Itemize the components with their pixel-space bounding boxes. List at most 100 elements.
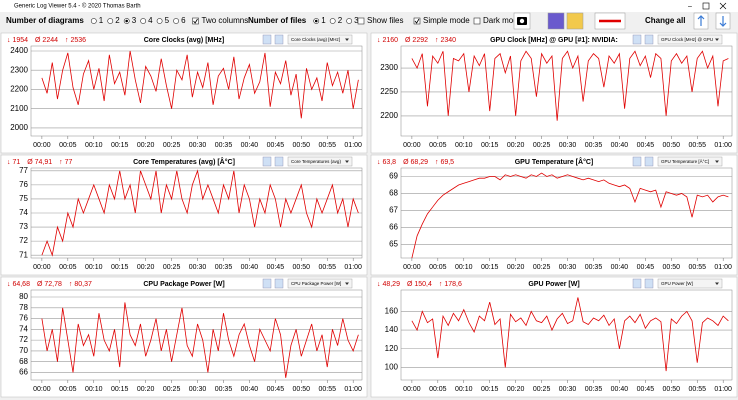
settings-button[interactable] [262, 156, 272, 167]
stat-label: ↓ 63,8 [377, 159, 396, 166]
x-tick-label: 00:30 [189, 264, 207, 271]
settings-button[interactable] [632, 34, 642, 45]
radio-button[interactable] [90, 18, 97, 24]
info-button[interactable] [274, 34, 284, 45]
x-tick-label: 00:30 [189, 386, 207, 393]
x-tick-label: 00:15 [481, 264, 499, 271]
data-line [41, 169, 359, 257]
chart-title: CPU Package Power [W] [143, 281, 224, 288]
radio-button[interactable] [346, 18, 353, 24]
checkbox[interactable] [192, 17, 199, 25]
y-tick-label: 2000 [10, 123, 28, 132]
data-line [41, 302, 359, 378]
chart-title: Core Temperatures (avg) [Â°C] [133, 157, 235, 166]
x-tick-label: 00:45 [637, 264, 655, 271]
x-tick-label: 00:00 [33, 386, 51, 393]
y-tick-label: 2300 [10, 65, 28, 74]
maximize-button[interactable] [702, 2, 710, 10]
radio-button[interactable] [329, 18, 336, 24]
x-tick-label: 00:55 [688, 264, 706, 271]
checkbox[interactable] [413, 17, 421, 25]
data-line [411, 297, 729, 372]
y-tick-label: 2100 [10, 104, 28, 113]
y-tick-label: 72 [19, 236, 28, 245]
radio-label: 1 [321, 16, 326, 25]
x-tick-label: 00:05 [429, 264, 447, 271]
dropdown-arrow [345, 160, 349, 163]
radio-button[interactable] [173, 18, 179, 24]
series-dropdown[interactable] [657, 278, 723, 289]
x-tick-label: 00:40 [241, 142, 259, 149]
info-button[interactable] [644, 34, 654, 45]
x-tick-label: 01:00 [714, 386, 732, 393]
x-tick-label: 00:30 [559, 264, 577, 271]
close-button[interactable] [719, 2, 727, 10]
up-arrow [697, 15, 705, 26]
data-line [411, 50, 729, 121]
series-dropdown[interactable] [657, 156, 723, 167]
x-tick-label: 00:20 [507, 142, 525, 149]
minimize-button[interactable]: – [688, 3, 692, 10]
y-tick-label: 2250 [380, 87, 398, 96]
x-tick-label: 00:10 [85, 264, 103, 271]
x-tick-label: 00:35 [215, 142, 233, 149]
x-tick-label: 00:35 [215, 386, 233, 393]
info-button[interactable] [274, 156, 284, 167]
folder-button[interactable] [566, 12, 584, 30]
checkbox[interactable] [473, 17, 481, 25]
x-tick-label: 00:05 [59, 264, 77, 271]
dropdown-arrow [345, 282, 349, 285]
y-tick-label: 76 [19, 314, 28, 323]
settings-button[interactable] [262, 278, 272, 289]
stat-label: Ø 74,91 [27, 159, 52, 166]
save-button[interactable] [547, 12, 565, 30]
series-dropdown-label: GPU Temperature [Â°C] [661, 158, 709, 164]
x-tick-label: 01:00 [714, 142, 732, 149]
y-tick-label: 70 [19, 346, 28, 355]
dropdown-arrow [345, 38, 349, 41]
x-tick-label: 00:40 [611, 264, 629, 271]
x-tick-label: 00:00 [33, 264, 51, 271]
x-tick-label: 00:35 [585, 386, 603, 393]
series-dropdown[interactable] [287, 34, 353, 45]
info-button[interactable] [644, 156, 654, 167]
radio-button[interactable] [140, 18, 147, 24]
x-tick-label: 00:00 [403, 142, 421, 149]
radio-button[interactable] [156, 18, 163, 24]
diagrams-label: Number of diagrams [6, 16, 84, 25]
two-columns-label: Two columns [202, 16, 249, 25]
y-tick-label: 66 [389, 223, 398, 232]
x-tick-label: 00:40 [611, 386, 629, 393]
series-dropdown[interactable] [287, 278, 353, 289]
radio-label: 4 [148, 16, 153, 25]
radio-button[interactable] [107, 18, 114, 24]
y-tick-label: 2400 [10, 46, 28, 55]
x-tick-label: 00:45 [637, 142, 655, 149]
series-dropdown[interactable] [657, 34, 723, 45]
settings-button[interactable] [262, 34, 272, 45]
y-tick-label: 77 [19, 166, 28, 175]
series-dropdown-label: GPU Power [W] [661, 281, 693, 286]
x-tick-label: 00:05 [59, 386, 77, 393]
stat-label: Ø 150,4 [407, 281, 432, 288]
stat-label: ↓ 71 [7, 159, 20, 166]
info-button[interactable] [644, 278, 654, 289]
x-tick-label: 00:05 [429, 142, 447, 149]
series-dropdown[interactable] [287, 156, 353, 167]
series-dropdown-label: Core Clocks (avg) [MHz] [291, 37, 340, 42]
x-tick-label: 00:10 [85, 386, 103, 393]
y-tick-label: 140 [385, 325, 399, 334]
chart-title: GPU Temperature [Â°C] [515, 157, 594, 166]
x-tick-label: 00:45 [637, 386, 655, 393]
x-tick-label: 00:05 [59, 142, 77, 149]
settings-button[interactable] [632, 278, 642, 289]
x-tick-label: 00:20 [507, 386, 525, 393]
checkbox[interactable] [357, 17, 365, 25]
simple-mode-label: Simple mode [423, 16, 470, 25]
info-button[interactable] [274, 278, 284, 289]
x-tick-label: 00:35 [585, 142, 603, 149]
chart-title: GPU Power [W] [528, 281, 579, 288]
stat-label: ↑ 2340 [435, 37, 456, 44]
settings-button[interactable] [632, 156, 642, 167]
